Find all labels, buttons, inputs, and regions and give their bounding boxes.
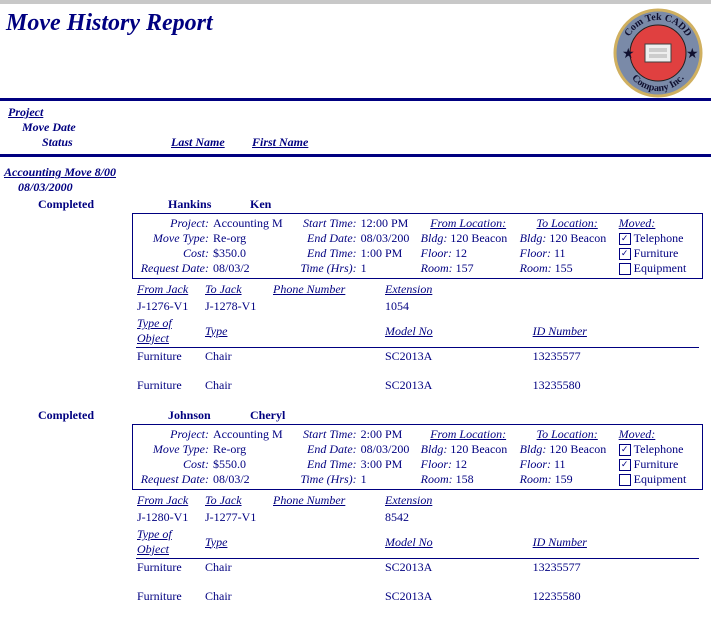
top-rule [0, 0, 711, 4]
checkbox-icon: ✓ [619, 459, 631, 471]
group-date: 08/03/2000 [0, 180, 711, 195]
col-move-date: Move Date [4, 120, 711, 135]
svg-text:★: ★ [686, 47, 699, 62]
col-status: Status [4, 135, 168, 150]
column-headers: Project Move Date Status Last Name First… [0, 101, 711, 154]
last-name: Johnson [168, 408, 250, 423]
detail-box: Project:Accounting MStart Time:2:00 PMFr… [132, 424, 703, 490]
first-name: Ken [250, 197, 271, 212]
company-logo: Com Tek CADD Company Inc. ★ ★ [613, 8, 703, 102]
status-value: Completed [0, 197, 168, 212]
report-title: Move History Report [0, 8, 711, 37]
status-value: Completed [0, 408, 168, 423]
col-lastname: Last Name [171, 135, 249, 150]
first-name: Cheryl [250, 408, 285, 423]
checkbox-icon: ✓ [619, 444, 631, 456]
svg-text:★: ★ [622, 47, 635, 62]
report-header: Move History Report Com Tek CADD Company… [0, 8, 711, 98]
checkbox-icon: ✓ [619, 233, 631, 245]
detail-box: Project:Accounting MStart Time:12:00 PMF… [132, 213, 703, 279]
group-section: Accounting Move 8/00 08/03/2000 Complete… [0, 157, 711, 617]
col-project: Project [4, 105, 711, 120]
checkbox-icon [619, 263, 631, 275]
last-name: Hankins [168, 197, 250, 212]
checkbox-icon: ✓ [619, 248, 631, 260]
jack-block: From JackTo JackPhone NumberExtensionJ-1… [132, 490, 703, 617]
col-row3: Status Last Name First Name [4, 135, 711, 150]
jack-block: From JackTo JackPhone NumberExtensionJ-1… [132, 279, 703, 406]
group-title: Accounting Move 8/00 [0, 165, 711, 180]
col-firstname: First Name [252, 135, 308, 149]
checkbox-icon [619, 474, 631, 486]
entry-row: CompletedHankinsKen [0, 197, 711, 212]
entry-row: CompletedJohnsonCheryl [0, 408, 711, 423]
